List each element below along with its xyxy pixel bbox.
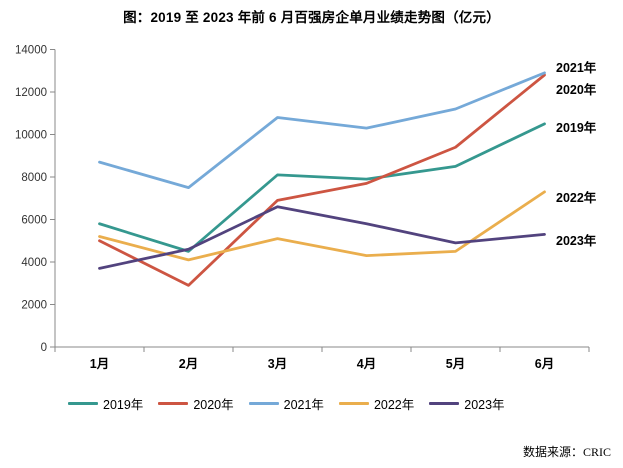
series-line-2019年	[98, 122, 546, 253]
y-tick-label: 2000	[21, 300, 47, 312]
legend-item-2023: 2023年	[429, 394, 505, 413]
series-end-label: 2021年	[556, 61, 597, 75]
series-line-2020年	[98, 73, 546, 287]
y-tick-label: 6000	[21, 215, 47, 227]
y-tick-label: 0	[41, 342, 47, 354]
series-line-2022年	[98, 190, 546, 262]
legend-swatch	[429, 402, 460, 405]
legend-item-2022: 2022年	[338, 394, 415, 413]
legend-swatch	[338, 402, 369, 405]
legend: 2019年 2020年 2021年 2022年 2023年	[68, 394, 505, 413]
chart-title: 图：2019 至 2023 年前 6 月百强房企单月业绩走势图（亿元）	[123, 10, 500, 25]
series-line-2021年	[98, 71, 546, 190]
legend-label: 2022年	[373, 398, 415, 412]
legend-label: 2020年	[193, 398, 234, 412]
x-tick-label: 1月	[90, 357, 109, 371]
y-tick-label: 4000	[21, 257, 47, 269]
data-source-note: 数据来源：CRIC	[522, 445, 611, 459]
y-tick-label: 14000	[15, 45, 47, 57]
series-end-label: 2022年	[556, 191, 597, 205]
legend-swatch	[68, 402, 98, 405]
x-tick-label: 2月	[179, 357, 198, 371]
legend-label: 2021年	[283, 398, 324, 412]
legend-swatch	[158, 402, 189, 405]
x-tick-label: 5月	[446, 357, 465, 371]
x-tick-label: 6月	[535, 357, 554, 371]
y-tick-label: 10000	[15, 130, 47, 142]
legend-label: 2019年	[103, 398, 144, 412]
series-line-2023年	[98, 205, 546, 270]
series-end-label: 2020年	[556, 83, 597, 97]
x-tick-label: 4月	[357, 357, 376, 371]
legend-item-2021: 2021年	[248, 394, 324, 413]
series-end-label: 2019年	[556, 121, 597, 135]
x-tick-label: 3月	[268, 357, 287, 371]
y-tick-label: 8000	[21, 172, 47, 184]
legend-swatch	[248, 402, 279, 405]
legend-item-2019: 2019年	[68, 394, 143, 413]
series-end-label: 2023年	[556, 234, 597, 248]
y-tick-label: 12000	[15, 87, 47, 99]
legend-item-2020: 2020年	[158, 394, 234, 413]
legend-label: 2023年	[464, 398, 505, 412]
